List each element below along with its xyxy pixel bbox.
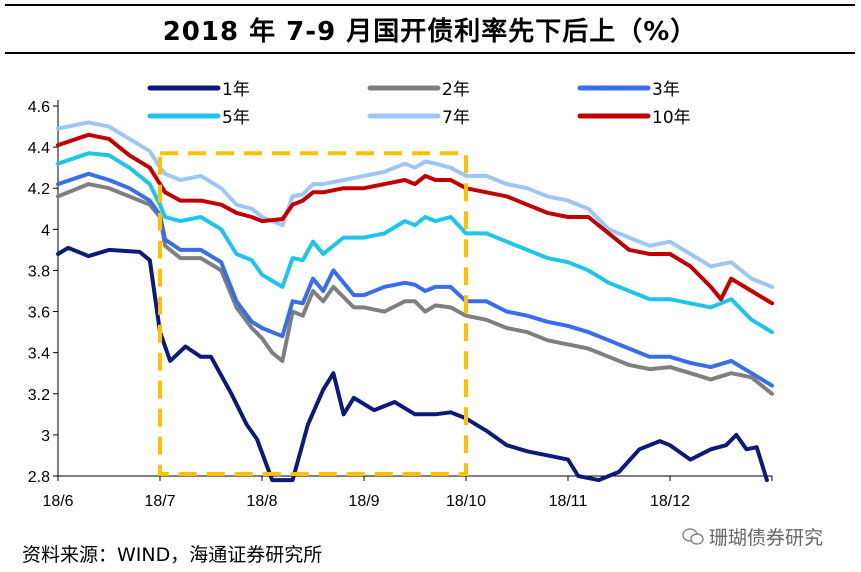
highlight-box bbox=[158, 151, 468, 477]
y-tick-label: 3.6 bbox=[28, 305, 50, 322]
series-line-2 bbox=[56, 182, 774, 396]
x-tick-label: 18/11 bbox=[549, 493, 588, 510]
legend-label-5: 7年 bbox=[442, 108, 470, 128]
y-tick-label: 3.8 bbox=[28, 263, 50, 280]
series-line-5 bbox=[56, 120, 774, 289]
y-tick-label: 4.2 bbox=[28, 181, 50, 198]
title-bar: 2018 年 7-9 月国开债利率先下后上（%） bbox=[5, 4, 855, 54]
x-tick-label: 18/10 bbox=[446, 493, 486, 510]
series-line-6 bbox=[56, 132, 774, 306]
series-line-1 bbox=[56, 245, 769, 483]
legend-label-4: 5年 bbox=[222, 108, 250, 128]
legend-label-6: 10年 bbox=[652, 108, 691, 128]
line-chart: 4.6 4.4 4.2 4 3.8 3.6 3.4 3.2 3 2.8 18/6 18/7 18/8 18… bbox=[28, 80, 774, 510]
series-line-3 bbox=[56, 171, 774, 388]
x-tick-label: 18/7 bbox=[144, 493, 175, 510]
source-note: 资料来源：WIND，海通证券研究所 bbox=[22, 544, 323, 566]
chart-title: 2018 年 7-9 月国开债利率先下后上（%） bbox=[162, 16, 698, 47]
x-tick-label: 18/6 bbox=[42, 493, 73, 510]
y-tick-label: 4.4 bbox=[28, 140, 50, 157]
watermark: 珊瑚债券研究 bbox=[682, 523, 823, 550]
y-tick-label: 3.4 bbox=[28, 346, 50, 363]
series-line-4 bbox=[56, 151, 774, 335]
y-tick-label: 2.8 bbox=[28, 469, 50, 486]
y-tick-label: 4 bbox=[41, 222, 50, 239]
y-tick-label: 4.6 bbox=[28, 99, 50, 116]
wechat-icon bbox=[682, 527, 704, 545]
x-tick-label: 18/12 bbox=[650, 493, 690, 510]
x-tick-label: 18/9 bbox=[348, 493, 379, 510]
x-tick-label: 18/8 bbox=[246, 493, 277, 510]
legend-label-1: 1年 bbox=[222, 80, 250, 100]
legend-label-2: 2年 bbox=[442, 80, 470, 100]
y-tick-label: 3.2 bbox=[28, 387, 50, 404]
watermark-label: 珊瑚债券研究 bbox=[709, 527, 824, 549]
legend-label-3: 3年 bbox=[652, 80, 680, 100]
y-tick-label: 3 bbox=[41, 428, 50, 445]
